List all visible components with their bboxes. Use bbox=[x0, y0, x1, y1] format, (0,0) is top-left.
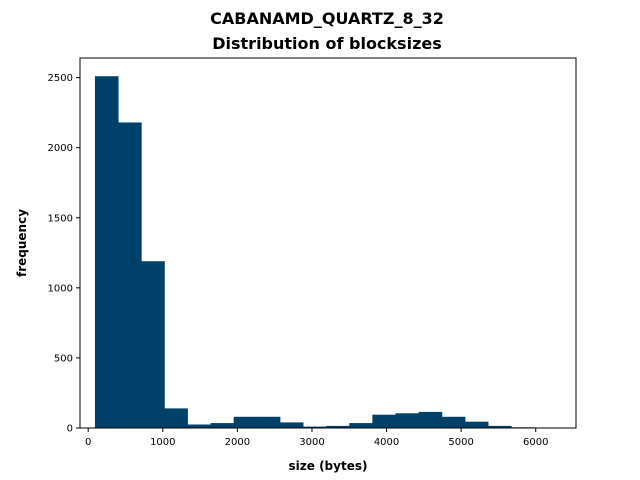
histogram-bar bbox=[303, 426, 327, 428]
y-tick-label: 1500 bbox=[48, 213, 73, 224]
chart-subtitle: Distribution of blocksizes bbox=[212, 34, 442, 53]
histogram-bar bbox=[279, 422, 304, 428]
histogram-bar bbox=[141, 261, 165, 428]
chart-title: CABANAMD_QUARTZ_8_32 bbox=[210, 9, 444, 28]
x-tick-label: 2000 bbox=[225, 437, 250, 448]
histogram-bar bbox=[464, 421, 489, 428]
x-tick-label: 5000 bbox=[448, 437, 473, 448]
x-tick-label: 4000 bbox=[374, 437, 399, 448]
y-tick-label: 1000 bbox=[48, 283, 73, 294]
histogram-bar bbox=[233, 416, 258, 428]
histogram-bar bbox=[418, 411, 443, 428]
histogram-bar bbox=[326, 425, 350, 428]
y-tick-label: 2500 bbox=[48, 73, 73, 84]
histogram-bar bbox=[210, 423, 235, 428]
x-axis-label: size (bytes) bbox=[289, 459, 368, 473]
histogram-bar bbox=[118, 122, 142, 428]
y-axis-label: frequency bbox=[15, 209, 29, 277]
x-tick-label: 3000 bbox=[299, 437, 324, 448]
y-tick-label: 500 bbox=[54, 353, 73, 364]
y-tick-label: 0 bbox=[67, 424, 73, 435]
histogram-bar bbox=[395, 413, 420, 428]
histogram-bar bbox=[349, 423, 373, 428]
x-tick-label: 0 bbox=[85, 437, 91, 448]
x-axis-ticks: 0 1000 2000 3000 4000 5000 6000 bbox=[85, 428, 548, 448]
histogram-bars bbox=[94, 76, 558, 428]
histogram-bar bbox=[256, 416, 281, 428]
y-tick-label: 2000 bbox=[48, 143, 73, 154]
x-tick-label: 6000 bbox=[523, 437, 548, 448]
histogram-bar bbox=[94, 76, 119, 428]
histogram-bar bbox=[441, 416, 466, 428]
plot-frame bbox=[79, 57, 577, 429]
histogram-bar bbox=[164, 408, 188, 428]
histogram-bar bbox=[372, 414, 397, 428]
histogram-bar bbox=[187, 424, 212, 428]
x-tick-label: 1000 bbox=[150, 437, 175, 448]
y-axis-ticks: 0 500 1000 1500 2000 2500 bbox=[48, 73, 80, 435]
histogram-bar bbox=[487, 425, 512, 428]
